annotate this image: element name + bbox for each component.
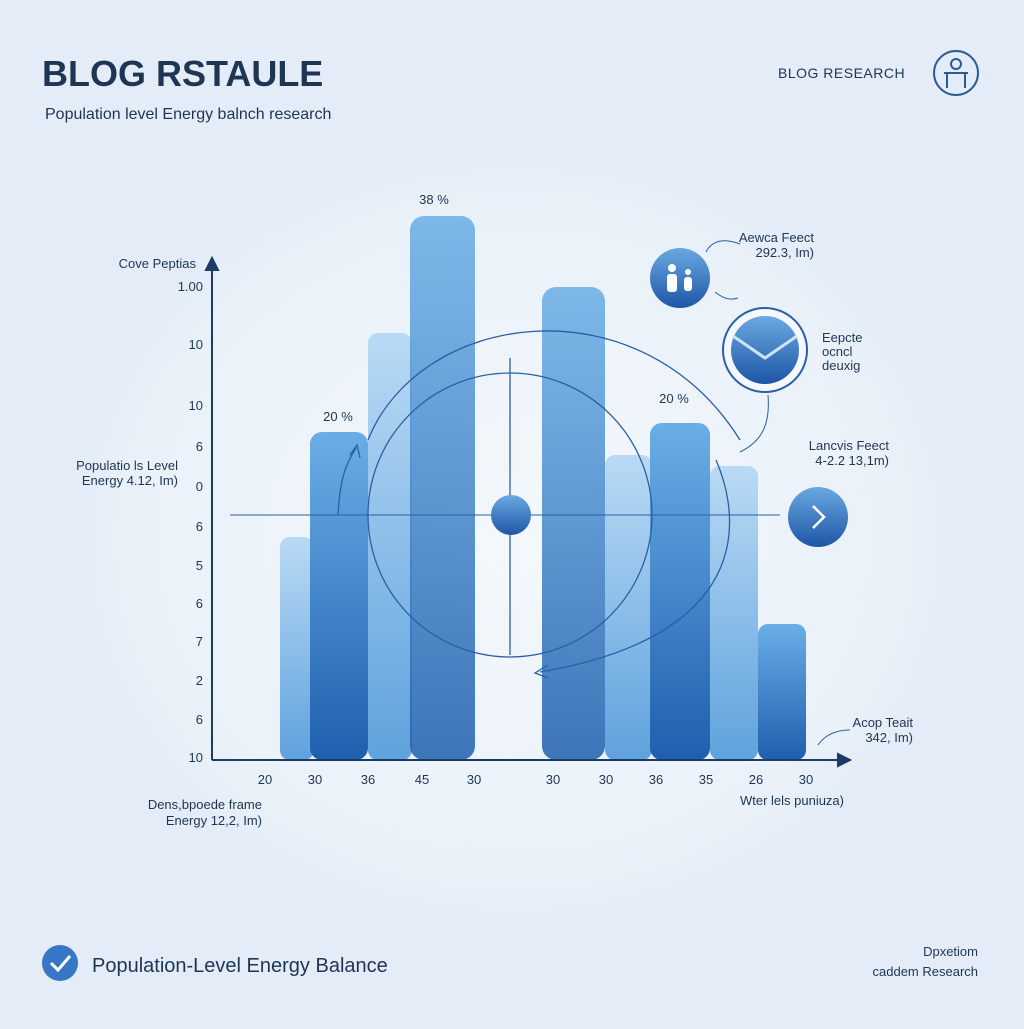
annotation: Lancvis Feect [809,438,890,453]
annotation: Acop Teait [853,715,914,730]
y-axis-title: Cove Peptias [119,256,197,271]
y-tick-label: 7 [196,634,203,649]
bars [280,216,806,760]
annotation: Aewca Feect [739,230,815,245]
x-tick-label: 36 [649,772,663,787]
overlay [230,330,780,679]
x-tick-label: 20 [258,772,272,787]
axes [204,255,853,768]
center-dot [491,495,531,535]
footer-credit: caddem Research [873,964,979,979]
annotation: Energy 12,2, Im) [166,813,262,828]
y-tick-label: 6 [196,712,203,727]
bar-label: 20 % [659,391,689,406]
x-tick-label: 30 [308,772,322,787]
title: BLOG RSTAULE [42,53,323,94]
annotation: ocncl [822,344,852,359]
x-tick-label: 30 [599,772,613,787]
x-tick-label: 45 [415,772,429,787]
annotation: Populatio ls Level [76,458,178,473]
x-tick-label: 26 [749,772,763,787]
y-tick-label: 5 [196,558,203,573]
x-tick-label: 36 [361,772,375,787]
annotation: Eepcte [822,330,862,345]
y-tick-label: 6 [196,439,203,454]
bar-label: 38 % [419,192,449,207]
x-tick-label: 35 [699,772,713,787]
footer-title: Population-Level Energy Balance [92,955,388,977]
annotation: deuxig [822,358,860,373]
x-tick-label: 30 [546,772,560,787]
annotation: 292.3, Im) [755,245,814,260]
x-tick-label: 30 [799,772,813,787]
x-tick-label: 30 [467,772,481,787]
y-tick-label: 6 [196,596,203,611]
footer-credit: Dpxetiom [923,944,978,959]
y-tick-label: 10 [189,750,203,765]
y-tick-label: 1.00 [178,279,203,294]
y-tick-label: 0 [196,479,203,494]
y-tick-label: 6 [196,519,203,534]
subtitle: Population level Energy balnch research [45,106,331,123]
brand-icon [933,50,979,96]
annotation: Wter lels puniuza) [740,793,844,808]
bar-label: 20 % [323,409,353,424]
y-tick-label: 10 [189,398,203,413]
icons [42,240,851,981]
annotation: 4-2.2 13,1m) [815,453,889,468]
annotation: Dens,bpoede frame [148,797,262,812]
y-tick-label: 2 [196,673,203,688]
brand: BLOG RESEARCH [778,65,905,81]
y-tick-label: 10 [189,337,203,352]
annotation: 342, Im) [865,730,913,745]
annotation: Energy 4.12, Im) [82,473,178,488]
